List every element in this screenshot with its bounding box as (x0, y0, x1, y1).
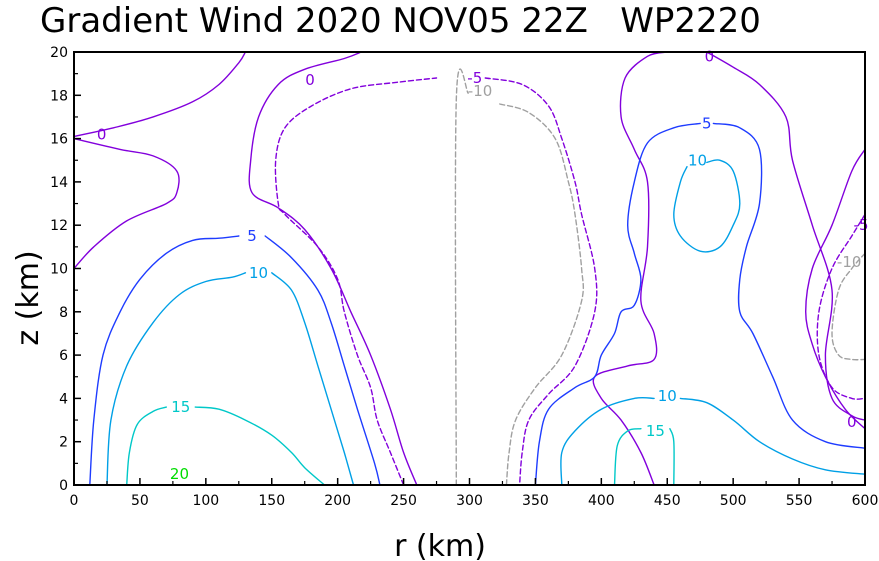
x-tick-label-0: 0 (70, 493, 79, 509)
contour-line--10-10 (499, 103, 585, 486)
x-tick-label-7: 350 (522, 493, 549, 509)
x-tick-label-5: 250 (390, 493, 417, 509)
x-tick-label-1: 50 (131, 493, 149, 509)
contour-label-14: -10 (468, 82, 493, 100)
contour-label-15: -10 (837, 253, 862, 271)
y-tick-label-1: 2 (59, 435, 68, 451)
contour-label-13: -5 (854, 216, 869, 234)
y-axis: 0 2 4 6 8 10 12 14 16 18 20 (50, 45, 81, 494)
contour-label-4: 5 (247, 227, 257, 245)
contour-label-3: 0 (847, 413, 857, 431)
contour-line--10-11 (831, 252, 866, 361)
contour-line--10-9 (454, 68, 469, 486)
contour-label-9: 15 (171, 398, 190, 416)
contour-label-8: 10 (688, 151, 707, 169)
y-tick-label-3: 6 (59, 348, 68, 364)
contour-line-0-2 (248, 51, 418, 486)
contour-line-15-23 (613, 428, 642, 486)
contour-line-10-19 (679, 397, 866, 475)
y-tick-label-8: 16 (50, 132, 68, 148)
x-tick-label-6: 300 (456, 493, 483, 509)
contour-line-0-3 (592, 51, 668, 486)
contour-line-5-15 (712, 122, 866, 449)
y-tick-label-5: 10 (50, 262, 68, 278)
x-axis: 0 50 100 150 200 250 300 350 400 450 500 550 600 (70, 478, 879, 509)
contour-lines (73, 51, 866, 486)
y-tick-label-10: 20 (50, 45, 68, 61)
contour-line-10-18 (560, 396, 655, 486)
chart-title: Gradient Wind 2020 NOV05 22Z WP2220 (40, 1, 761, 41)
y-tick-label-7: 14 (50, 175, 68, 191)
x-axis-label: r (km) (394, 529, 486, 561)
x-tick-label-12: 600 (852, 493, 879, 509)
contour-line-15-22 (194, 406, 326, 486)
contour-line-0-1 (73, 51, 247, 138)
contour-line--5-7 (484, 77, 598, 486)
contour-label-5: 5 (702, 114, 712, 132)
contour-line-5-12 (89, 235, 240, 486)
y-tick-label-6: 12 (50, 218, 68, 234)
x-tick-label-10: 500 (720, 493, 747, 509)
contour-label-1: 0 (305, 71, 315, 89)
contour-label-12: -5 (467, 69, 482, 87)
contour-label-7: 10 (658, 387, 677, 405)
contour-line-0-0 (73, 137, 180, 270)
contour-line-10-20 (673, 159, 741, 253)
x-tick-label-8: 400 (588, 493, 615, 509)
contour-label-11: 20 (170, 465, 189, 483)
y-tick-label-0: 0 (59, 478, 68, 494)
contour-line--5-8 (816, 213, 866, 400)
contour-line-5-13 (264, 235, 381, 486)
contour-line-15-24 (669, 428, 675, 486)
contour-line-0-4 (706, 51, 866, 421)
contour-line-15-21 (126, 406, 167, 486)
y-tick-label-4: 8 (59, 305, 68, 321)
y-tick-label-2: 4 (59, 391, 68, 407)
x-tick-label-2: 100 (192, 493, 219, 509)
contour-label-6: 10 (249, 264, 268, 282)
contour-line-10-16 (106, 272, 247, 486)
x-tick-label-3: 150 (258, 493, 285, 509)
x-tick-label-9: 450 (654, 493, 681, 509)
contour-label-2: 0 (705, 47, 715, 65)
contour-line--5-6 (274, 77, 438, 486)
contour-line-10-17 (271, 272, 355, 486)
contour-label-10: 15 (646, 422, 665, 440)
y-tick-label-9: 18 (50, 88, 68, 104)
y-axis-label: z (km) (11, 250, 46, 345)
plot-frame (73, 51, 866, 486)
x-tick-label-11: 550 (786, 493, 813, 509)
contour-line-0-5 (805, 148, 866, 430)
contour-label-0: 0 (97, 125, 107, 143)
x-tick-label-4: 200 (324, 493, 351, 509)
contour-line-5-14 (534, 122, 701, 486)
